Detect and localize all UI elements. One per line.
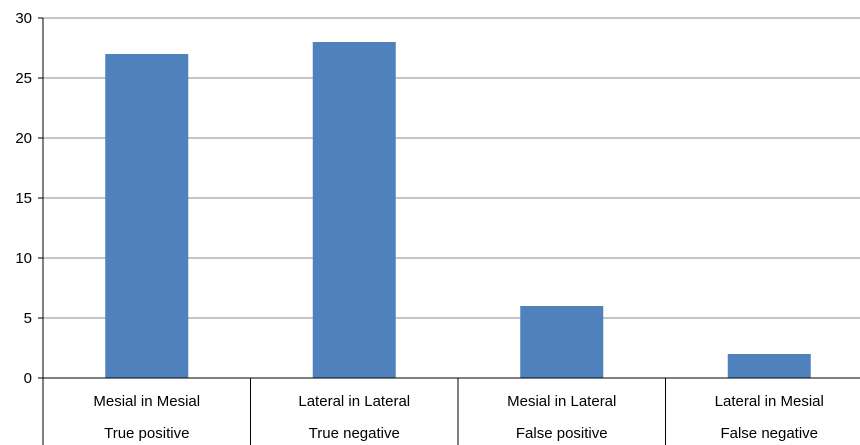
y-tick-label: 30 — [15, 10, 32, 27]
y-tick-label: 15 — [15, 190, 32, 207]
category-label: Lateral in Mesial — [715, 393, 824, 410]
bar — [727, 354, 811, 378]
category-sublabel: False negative — [720, 425, 818, 442]
category-label: Mesial in Mesial — [93, 393, 200, 410]
category-label: Lateral in Lateral — [298, 393, 410, 410]
category-sublabel: False positive — [516, 425, 608, 442]
bars — [105, 42, 811, 378]
category-label: Mesial in Lateral — [507, 393, 616, 410]
y-tick-labels: 0 5 10 15 20 25 30 — [15, 10, 32, 387]
y-tick-label: 20 — [15, 130, 32, 147]
axes — [38, 17, 860, 445]
y-tick-label: 5 — [24, 310, 32, 327]
y-tick-label: 10 — [15, 250, 32, 267]
bar — [105, 54, 189, 378]
y-tick-label: 0 — [24, 370, 32, 387]
y-tick-label: 25 — [15, 70, 32, 87]
bar — [520, 306, 604, 378]
category-labels: Mesial in Mesial True positive Lateral in … — [93, 393, 823, 442]
category-sublabel: True positive — [104, 425, 189, 442]
category-sublabel: True negative — [309, 425, 400, 442]
bar — [312, 42, 396, 378]
